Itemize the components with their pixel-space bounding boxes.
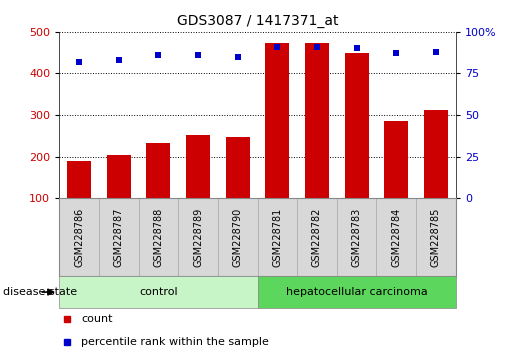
Bar bbox=[416, 198, 456, 276]
Text: GSM228787: GSM228787 bbox=[114, 207, 124, 267]
Text: GSM228785: GSM228785 bbox=[431, 207, 441, 267]
Bar bbox=[305, 43, 329, 198]
Point bbox=[352, 46, 360, 51]
Bar bbox=[345, 53, 369, 198]
Text: hepatocellular carcinoma: hepatocellular carcinoma bbox=[286, 287, 427, 297]
Text: GSM228781: GSM228781 bbox=[272, 207, 282, 267]
Text: GSM228782: GSM228782 bbox=[312, 207, 322, 267]
Point bbox=[432, 49, 440, 55]
Text: GSM228784: GSM228784 bbox=[391, 207, 401, 267]
Bar bbox=[178, 198, 218, 276]
Bar bbox=[99, 198, 139, 276]
Text: control: control bbox=[139, 287, 178, 297]
Bar bbox=[376, 198, 416, 276]
Bar bbox=[67, 161, 91, 198]
Point bbox=[154, 52, 162, 58]
Text: GSM228783: GSM228783 bbox=[352, 207, 362, 267]
Point bbox=[273, 44, 281, 50]
Text: GSM228790: GSM228790 bbox=[233, 207, 243, 267]
Bar bbox=[258, 198, 297, 276]
Point bbox=[392, 51, 401, 56]
Bar bbox=[258, 276, 456, 308]
Bar bbox=[384, 121, 408, 198]
Text: GSM228786: GSM228786 bbox=[74, 207, 84, 267]
Text: percentile rank within the sample: percentile rank within the sample bbox=[81, 337, 269, 348]
Point bbox=[114, 57, 123, 63]
Bar bbox=[337, 198, 376, 276]
Bar bbox=[265, 43, 289, 198]
Bar bbox=[107, 155, 131, 198]
Bar bbox=[297, 198, 337, 276]
Bar bbox=[59, 198, 99, 276]
Text: disease state: disease state bbox=[3, 287, 77, 297]
Text: GSM228789: GSM228789 bbox=[193, 207, 203, 267]
Bar bbox=[186, 135, 210, 198]
Bar bbox=[218, 198, 258, 276]
Text: count: count bbox=[81, 314, 113, 325]
Text: GSM228788: GSM228788 bbox=[153, 207, 163, 267]
Bar bbox=[139, 198, 178, 276]
Point bbox=[313, 44, 321, 50]
Title: GDS3087 / 1417371_at: GDS3087 / 1417371_at bbox=[177, 14, 338, 28]
Bar bbox=[146, 143, 170, 198]
Bar bbox=[226, 137, 250, 198]
Point bbox=[194, 52, 202, 58]
Bar bbox=[424, 110, 448, 198]
Point bbox=[233, 54, 242, 59]
Bar bbox=[59, 276, 258, 308]
Point bbox=[75, 59, 83, 65]
